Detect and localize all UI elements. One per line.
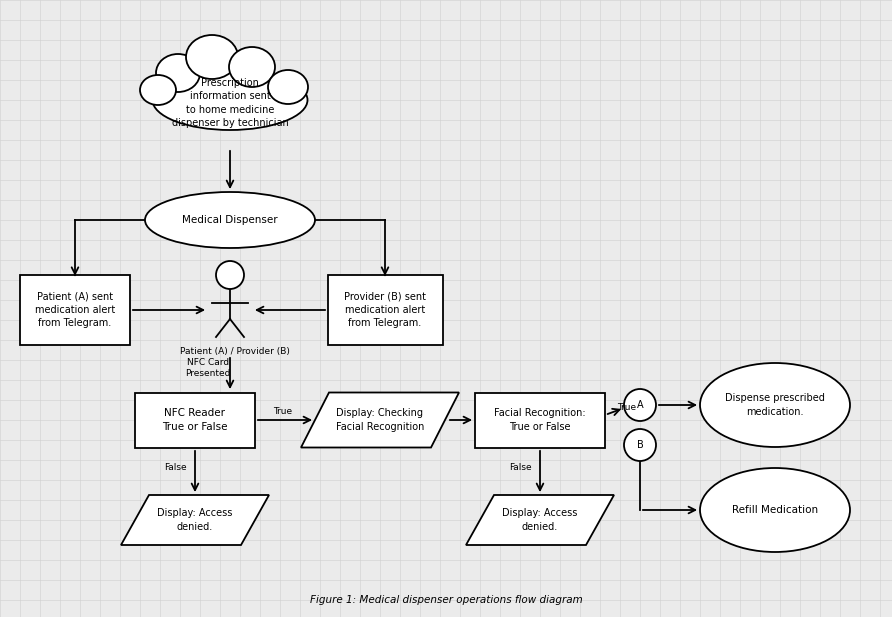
- Text: Display: Access
denied.: Display: Access denied.: [502, 508, 578, 532]
- Text: NFC Card
Presented: NFC Card Presented: [186, 358, 231, 378]
- Ellipse shape: [140, 75, 176, 105]
- Text: Prescription
information sent
to home medicine
dispenser by technician: Prescription information sent to home me…: [171, 78, 288, 128]
- Text: Refill Medication: Refill Medication: [732, 505, 818, 515]
- Ellipse shape: [700, 363, 850, 447]
- Ellipse shape: [268, 70, 308, 104]
- Text: Patient (A) sent
medication alert
from Telegram.: Patient (A) sent medication alert from T…: [35, 292, 115, 328]
- Text: Medical Dispenser: Medical Dispenser: [182, 215, 277, 225]
- Ellipse shape: [700, 468, 850, 552]
- Ellipse shape: [145, 192, 315, 248]
- FancyBboxPatch shape: [20, 275, 130, 345]
- Text: Figure 1: Medical dispenser operations flow diagram: Figure 1: Medical dispenser operations f…: [310, 595, 582, 605]
- Text: Dispense prescribed
medication.: Dispense prescribed medication.: [725, 394, 825, 416]
- Text: False: False: [508, 463, 532, 473]
- Text: False: False: [164, 463, 186, 473]
- Circle shape: [624, 389, 656, 421]
- Ellipse shape: [156, 54, 200, 92]
- Text: Provider (B) sent
medication alert
from Telegram.: Provider (B) sent medication alert from …: [344, 292, 426, 328]
- Circle shape: [624, 429, 656, 461]
- FancyBboxPatch shape: [327, 275, 442, 345]
- FancyBboxPatch shape: [475, 392, 605, 447]
- Ellipse shape: [153, 70, 308, 130]
- Text: A: A: [637, 400, 643, 410]
- Circle shape: [216, 261, 244, 289]
- Text: NFC Reader
True or False: NFC Reader True or False: [162, 408, 227, 432]
- Polygon shape: [301, 392, 459, 447]
- Ellipse shape: [229, 47, 275, 87]
- Text: Display: Checking
Facial Recognition: Display: Checking Facial Recognition: [335, 408, 425, 432]
- Text: Patient (A) / Provider (B): Patient (A) / Provider (B): [180, 347, 290, 356]
- Text: True: True: [617, 404, 636, 413]
- Ellipse shape: [186, 35, 238, 79]
- Text: Facial Recognition:
True or False: Facial Recognition: True or False: [494, 408, 586, 432]
- Polygon shape: [466, 495, 614, 545]
- Text: B: B: [637, 440, 643, 450]
- Text: Display: Access
denied.: Display: Access denied.: [157, 508, 233, 532]
- FancyBboxPatch shape: [135, 392, 255, 447]
- Polygon shape: [121, 495, 269, 545]
- Text: True: True: [274, 407, 293, 415]
